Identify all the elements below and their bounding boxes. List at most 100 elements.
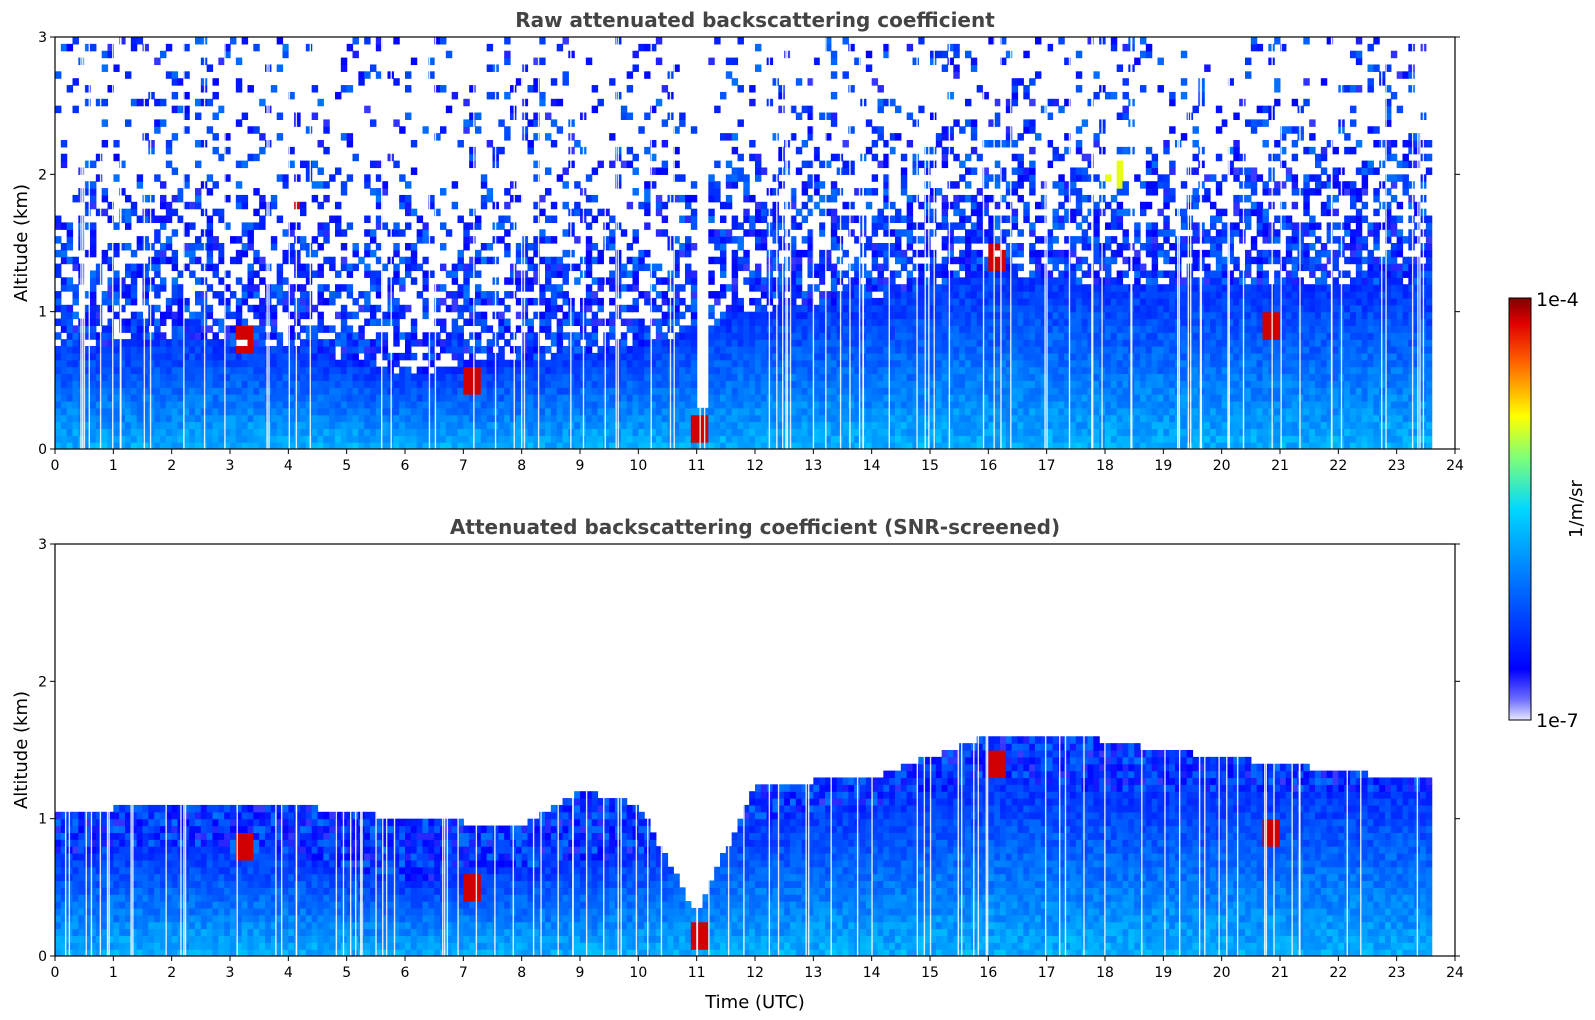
heatmap-cell bbox=[265, 208, 272, 217]
heatmap-cell bbox=[55, 270, 62, 278]
heatmap-cell bbox=[906, 112, 914, 120]
heatmap-cell bbox=[218, 153, 225, 162]
heatmap-cell bbox=[772, 400, 779, 409]
heatmap-cell bbox=[632, 400, 639, 409]
heatmap-cell bbox=[830, 366, 838, 375]
heatmap-cell bbox=[130, 346, 138, 354]
heatmap-cell bbox=[807, 126, 814, 134]
heatmap-cell bbox=[585, 352, 593, 361]
heatmap-cell bbox=[924, 181, 931, 189]
heatmap-cell bbox=[305, 291, 313, 299]
heatmap-cell bbox=[755, 243, 762, 251]
heatmap-cell bbox=[422, 387, 429, 395]
heatmap-cell bbox=[976, 229, 984, 237]
heatmap-cell bbox=[498, 442, 505, 449]
heatmap-cell bbox=[457, 304, 464, 313]
heatmap-cell bbox=[282, 400, 289, 409]
heatmap-cell bbox=[428, 435, 435, 443]
heatmap-cell bbox=[685, 373, 692, 381]
heatmap-cell bbox=[247, 284, 254, 292]
heatmap-cell bbox=[574, 140, 581, 148]
heatmap-cell bbox=[737, 222, 744, 230]
heatmap-cell bbox=[183, 387, 190, 395]
heatmap-cell bbox=[924, 304, 931, 313]
heatmap-cell bbox=[585, 421, 593, 429]
heatmap-cell bbox=[66, 394, 74, 402]
heatmap-cell bbox=[889, 428, 896, 436]
heatmap-cell bbox=[154, 270, 161, 278]
heatmap-cell bbox=[807, 256, 814, 265]
heatmap-cell bbox=[218, 346, 225, 354]
heatmap-cell bbox=[795, 346, 803, 354]
heatmap-cell bbox=[212, 366, 219, 375]
heatmap-cell bbox=[743, 194, 750, 203]
heatmap-cell bbox=[801, 105, 809, 114]
heatmap-cell bbox=[825, 394, 832, 402]
heatmap-cell bbox=[661, 167, 669, 175]
heatmap-cell bbox=[136, 243, 144, 251]
heatmap-cell bbox=[720, 359, 727, 368]
heatmap-cell bbox=[177, 325, 184, 333]
heatmap-cell bbox=[906, 339, 914, 347]
heatmap-cell bbox=[177, 428, 184, 436]
heatmap-cell bbox=[510, 194, 517, 203]
heatmap-cell bbox=[66, 243, 74, 251]
heatmap-cell bbox=[708, 188, 715, 196]
heatmap-cell bbox=[195, 387, 202, 395]
heatmap-cell bbox=[673, 387, 680, 395]
heatmap-cell bbox=[84, 208, 91, 217]
heatmap-cell bbox=[900, 339, 908, 347]
heatmap-cell bbox=[743, 277, 750, 285]
heatmap-cell bbox=[807, 236, 814, 244]
heatmap-cell bbox=[498, 407, 505, 416]
heatmap-cell bbox=[778, 359, 785, 368]
heatmap-cell bbox=[708, 339, 715, 347]
heatmap-cell bbox=[690, 387, 698, 395]
heatmap-cell bbox=[393, 160, 400, 169]
heatmap-cell bbox=[405, 366, 412, 375]
heatmap-cell bbox=[941, 236, 949, 244]
heatmap-cell bbox=[393, 380, 400, 388]
heatmap-cell bbox=[510, 435, 517, 443]
heatmap-cell bbox=[323, 435, 330, 443]
heatmap-cell bbox=[72, 263, 79, 272]
heatmap-cell bbox=[294, 311, 301, 320]
heatmap-cell bbox=[959, 263, 966, 272]
heatmap-cell bbox=[620, 160, 628, 169]
heatmap-cell bbox=[253, 407, 260, 416]
heatmap-cell bbox=[930, 160, 937, 169]
heatmap-cell bbox=[498, 435, 505, 443]
heatmap-cell bbox=[95, 339, 103, 347]
heatmap-cell bbox=[381, 387, 389, 395]
heatmap-cell bbox=[865, 366, 873, 375]
heatmap-cell bbox=[545, 284, 552, 292]
heatmap-cell bbox=[130, 359, 138, 368]
heatmap-cell bbox=[871, 428, 879, 436]
heatmap-cell bbox=[976, 421, 984, 429]
heatmap-cell bbox=[813, 311, 820, 320]
heatmap-cell bbox=[661, 297, 669, 306]
heatmap-cell bbox=[90, 222, 97, 230]
heatmap-cell bbox=[813, 442, 820, 449]
heatmap-cell bbox=[854, 277, 861, 285]
heatmap-cell bbox=[877, 435, 884, 443]
heatmap-cell bbox=[498, 421, 505, 429]
heatmap-cell bbox=[725, 359, 733, 368]
heatmap-cell bbox=[416, 215, 424, 223]
heatmap-cell bbox=[469, 160, 476, 169]
heatmap-cell bbox=[195, 297, 202, 306]
heatmap-cell bbox=[737, 174, 744, 182]
heatmap-cell bbox=[486, 325, 494, 333]
heatmap-cell bbox=[918, 332, 925, 340]
heatmap-cell bbox=[311, 359, 319, 368]
heatmap-cell bbox=[393, 359, 400, 368]
heatmap-cell bbox=[790, 236, 797, 244]
heatmap-cell bbox=[393, 311, 400, 320]
heatmap-cell bbox=[486, 414, 494, 423]
heatmap-cell bbox=[650, 167, 657, 175]
heatmap-cell bbox=[230, 37, 237, 45]
heatmap-cell bbox=[743, 366, 750, 375]
heatmap-cell bbox=[463, 297, 470, 306]
heatmap-cell bbox=[165, 43, 173, 52]
